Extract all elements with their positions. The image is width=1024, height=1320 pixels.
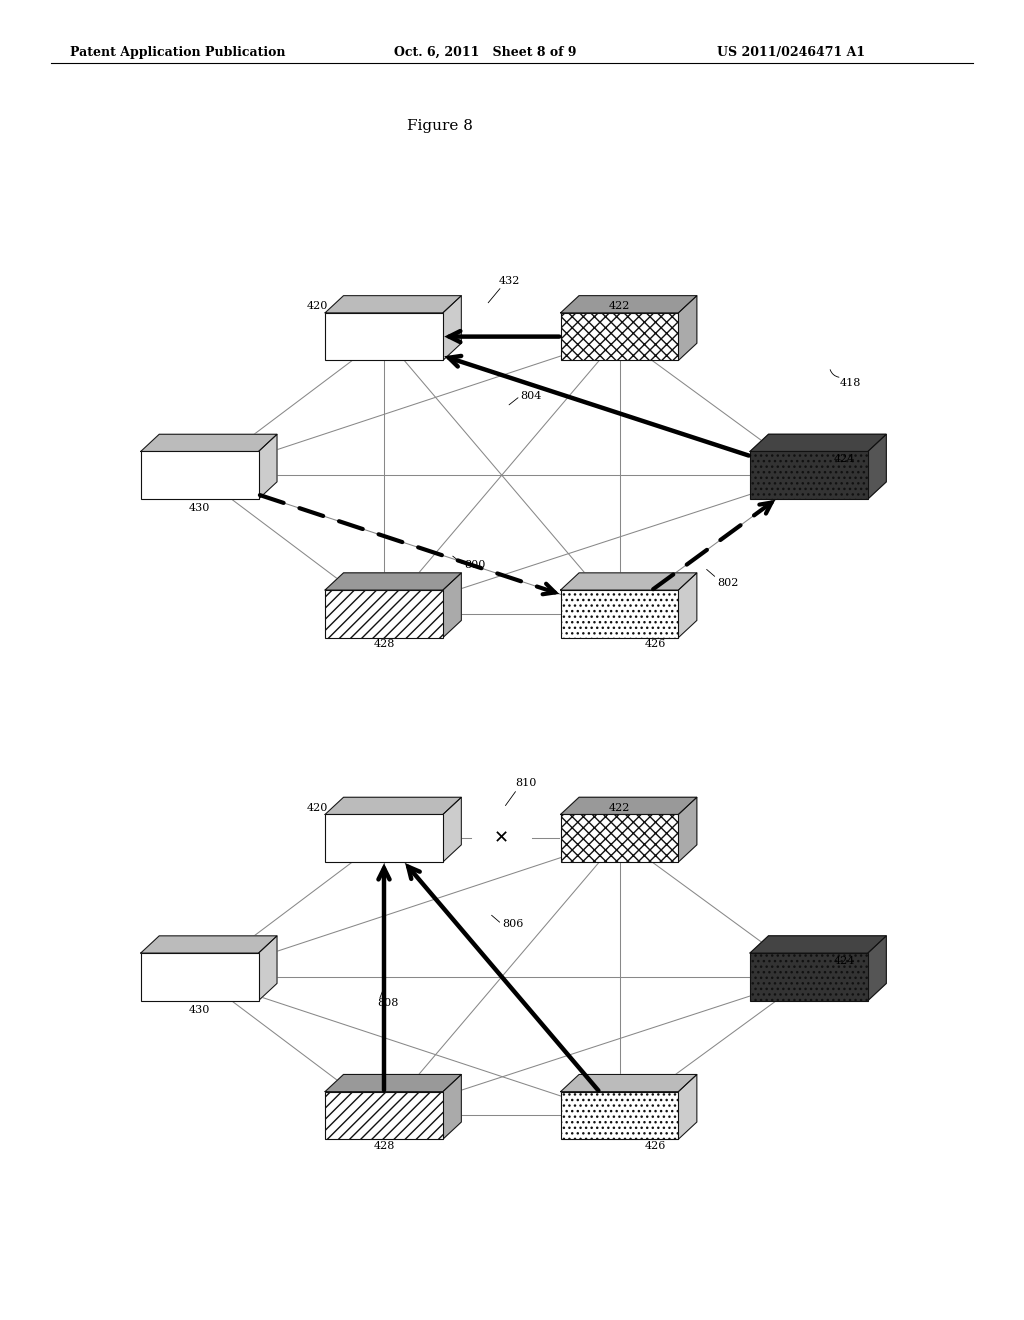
Text: 802: 802 <box>717 578 738 589</box>
Polygon shape <box>561 590 678 638</box>
Text: 422: 422 <box>609 301 630 312</box>
Polygon shape <box>561 814 678 862</box>
Polygon shape <box>561 797 696 814</box>
Polygon shape <box>678 1074 696 1139</box>
Text: 428: 428 <box>374 639 394 649</box>
Polygon shape <box>326 814 442 862</box>
Text: 810: 810 <box>515 777 537 788</box>
Text: 426: 426 <box>645 639 666 649</box>
Polygon shape <box>561 1074 696 1092</box>
Text: 424: 424 <box>835 454 855 465</box>
Polygon shape <box>326 1074 461 1092</box>
Polygon shape <box>141 953 258 1001</box>
Text: 422: 422 <box>609 803 630 813</box>
Text: Figure 8: Figure 8 <box>408 119 473 133</box>
Text: Oct. 6, 2011   Sheet 8 of 9: Oct. 6, 2011 Sheet 8 of 9 <box>394 46 577 59</box>
Text: 800: 800 <box>464 560 485 570</box>
Polygon shape <box>141 451 258 499</box>
Polygon shape <box>868 936 887 1001</box>
Text: 426: 426 <box>645 1140 666 1151</box>
Polygon shape <box>561 313 678 360</box>
Text: Patent Application Publication: Patent Application Publication <box>70 46 285 59</box>
Polygon shape <box>258 936 276 1001</box>
Polygon shape <box>442 296 461 360</box>
Polygon shape <box>442 1074 461 1139</box>
Polygon shape <box>678 797 696 862</box>
Polygon shape <box>750 434 887 451</box>
Polygon shape <box>326 573 461 590</box>
Text: 424: 424 <box>835 956 855 966</box>
Polygon shape <box>561 573 696 590</box>
Polygon shape <box>326 313 442 360</box>
Text: 804: 804 <box>520 391 542 401</box>
Polygon shape <box>326 296 461 313</box>
Polygon shape <box>141 936 276 953</box>
Polygon shape <box>442 797 461 862</box>
FancyArrowPatch shape <box>450 331 559 342</box>
Polygon shape <box>678 573 696 638</box>
Polygon shape <box>442 573 461 638</box>
Polygon shape <box>561 1092 678 1139</box>
FancyArrowPatch shape <box>449 356 749 455</box>
FancyArrowPatch shape <box>653 503 772 589</box>
Polygon shape <box>750 953 868 1001</box>
FancyArrowPatch shape <box>409 867 598 1090</box>
Polygon shape <box>326 797 461 814</box>
Polygon shape <box>326 590 442 638</box>
Text: 432: 432 <box>499 276 520 286</box>
Polygon shape <box>141 434 276 451</box>
Polygon shape <box>750 451 868 499</box>
Text: 808: 808 <box>377 998 398 1008</box>
Text: 418: 418 <box>840 378 861 388</box>
Polygon shape <box>326 1092 442 1139</box>
Text: ✕: ✕ <box>495 829 509 847</box>
FancyArrowPatch shape <box>379 869 389 1090</box>
Text: 430: 430 <box>189 1005 210 1015</box>
Polygon shape <box>561 296 696 313</box>
Text: 430: 430 <box>189 503 210 513</box>
Polygon shape <box>258 434 276 499</box>
Polygon shape <box>868 434 887 499</box>
Polygon shape <box>678 296 696 360</box>
Polygon shape <box>750 936 887 953</box>
Text: US 2011/0246471 A1: US 2011/0246471 A1 <box>717 46 865 59</box>
Text: 420: 420 <box>307 301 328 312</box>
Text: 806: 806 <box>502 919 523 929</box>
Text: 420: 420 <box>307 803 328 813</box>
FancyArrowPatch shape <box>260 495 555 594</box>
Text: 428: 428 <box>374 1140 394 1151</box>
